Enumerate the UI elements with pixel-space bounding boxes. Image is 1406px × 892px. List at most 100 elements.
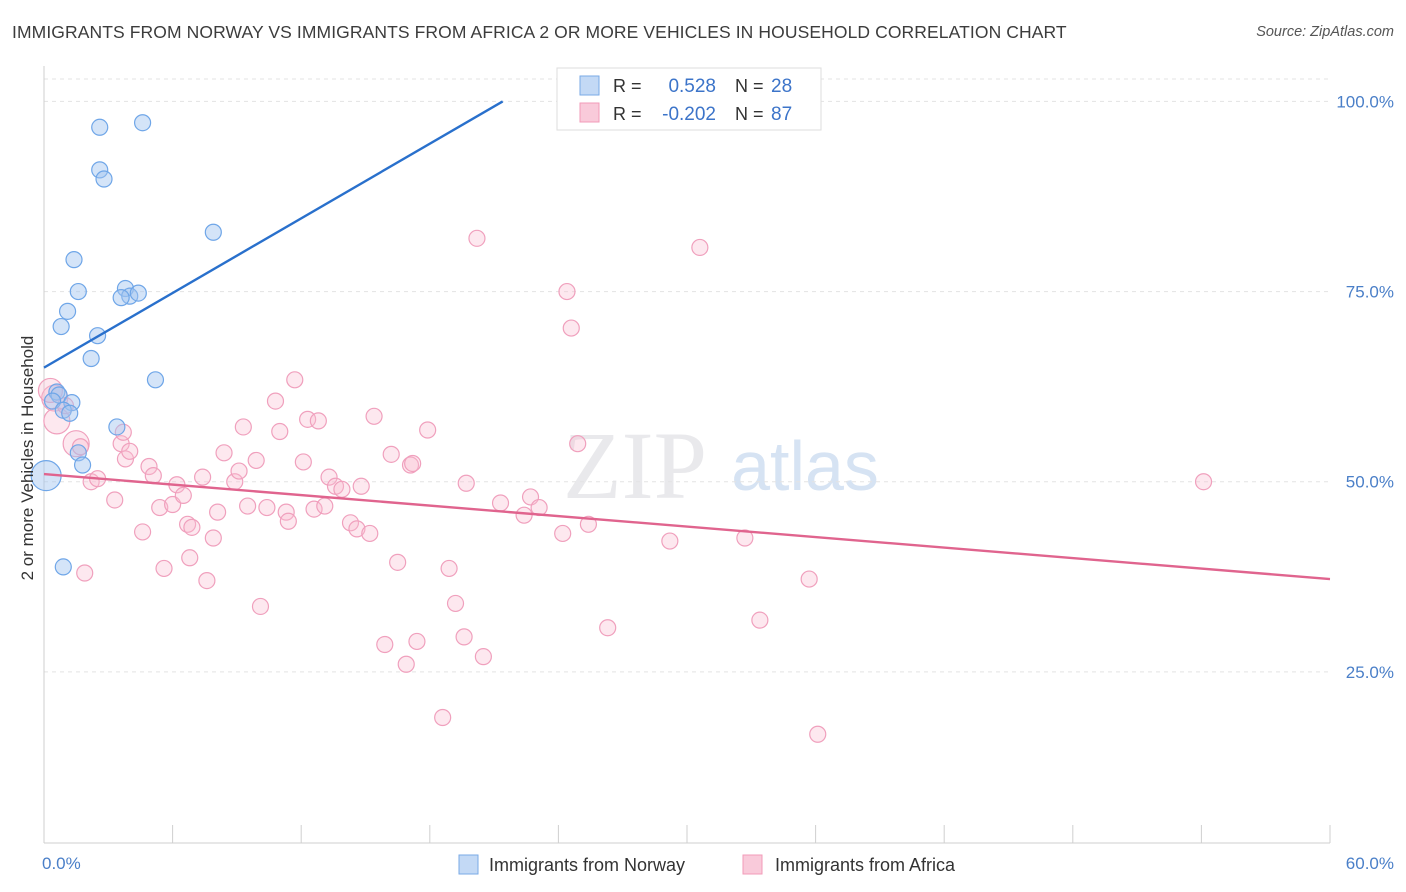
africa-point bbox=[474, 648, 492, 666]
y-axis-label: 2 or more Vehicles in Household bbox=[18, 336, 37, 581]
africa-point bbox=[554, 524, 572, 543]
norway-point bbox=[204, 223, 222, 241]
africa-point bbox=[558, 282, 576, 301]
africa-point bbox=[599, 619, 617, 637]
africa-point bbox=[408, 632, 426, 651]
africa-point bbox=[320, 468, 338, 486]
legend-label-norway: Immigrants from Norway bbox=[489, 855, 685, 875]
africa-point bbox=[209, 503, 227, 521]
norway-point bbox=[82, 349, 100, 368]
africa-point bbox=[434, 708, 452, 727]
legend-swatch-africa bbox=[742, 854, 763, 875]
stats-norway-r-label: R = bbox=[613, 76, 642, 96]
stats-norway-n-label: N = bbox=[735, 76, 764, 96]
trendlines bbox=[43, 100, 1331, 581]
africa-point bbox=[266, 392, 285, 410]
africa-point bbox=[204, 529, 222, 547]
stats-africa-r-value: -0.202 bbox=[662, 104, 716, 125]
africa-point bbox=[809, 725, 827, 743]
stats-africa-r-label: R = bbox=[613, 104, 642, 124]
norway-point bbox=[65, 251, 83, 269]
watermark-atlas: atlas bbox=[731, 427, 879, 505]
norway-trendline bbox=[43, 100, 504, 369]
africa-point bbox=[316, 497, 334, 515]
africa-point bbox=[76, 564, 94, 582]
africa-point bbox=[446, 594, 465, 613]
africa-point bbox=[133, 523, 152, 541]
africa-point bbox=[333, 480, 351, 498]
africa-point bbox=[247, 451, 265, 470]
norway-point bbox=[73, 456, 92, 474]
africa-point bbox=[174, 486, 192, 505]
africa-point bbox=[151, 498, 169, 517]
norway-point bbox=[91, 118, 109, 136]
y-tick-label-25: 25.0% bbox=[1346, 663, 1394, 682]
norway-point bbox=[95, 170, 113, 188]
norway-point bbox=[54, 558, 72, 576]
africa-point bbox=[62, 430, 90, 458]
y-tick-label-50: 50.0% bbox=[1346, 473, 1394, 492]
africa-point bbox=[286, 371, 304, 389]
africa-point bbox=[251, 597, 270, 616]
africa-point bbox=[736, 529, 754, 547]
norway-point bbox=[146, 371, 165, 389]
legend-swatch-norway bbox=[458, 854, 479, 875]
source-credit: Source: ZipAtlas.com bbox=[1256, 24, 1394, 40]
grid-lines bbox=[44, 78, 1330, 673]
stats-swatch-norway bbox=[579, 75, 600, 96]
africa-point bbox=[397, 655, 415, 673]
norway-point bbox=[58, 302, 77, 320]
stats-norway-n-value: 28 bbox=[771, 76, 792, 97]
y-tick-label-75: 75.0% bbox=[1346, 283, 1394, 302]
africa-point bbox=[198, 571, 216, 590]
africa-point bbox=[194, 468, 212, 486]
africa-point bbox=[106, 491, 124, 509]
norway-point bbox=[69, 282, 87, 301]
africa-point bbox=[515, 506, 533, 524]
africa-point bbox=[691, 238, 709, 257]
africa-point bbox=[800, 570, 818, 588]
africa-point bbox=[404, 454, 422, 473]
africa-points bbox=[37, 229, 1213, 743]
africa-point bbox=[279, 512, 297, 530]
africa-point bbox=[457, 474, 475, 492]
africa-point bbox=[352, 477, 370, 495]
africa-point bbox=[419, 421, 437, 439]
africa-point bbox=[183, 518, 201, 536]
africa-point bbox=[271, 422, 289, 441]
africa-point bbox=[144, 467, 162, 485]
africa-point bbox=[121, 442, 139, 460]
africa-point bbox=[562, 319, 580, 337]
africa-point bbox=[389, 553, 407, 571]
norway-point bbox=[48, 383, 66, 401]
africa-point bbox=[365, 407, 383, 425]
x-tick-label-left: 0.0% bbox=[42, 854, 81, 873]
y-tick-labels: 25.0% 50.0% 75.0% 100.0% bbox=[1336, 92, 1394, 681]
africa-point bbox=[348, 520, 366, 538]
africa-point bbox=[751, 611, 769, 629]
norway-points bbox=[30, 92, 610, 576]
africa-point bbox=[440, 559, 458, 578]
africa-point bbox=[468, 229, 486, 247]
watermark-zip: ZIP bbox=[563, 412, 707, 519]
legend-label-africa: Immigrants from Africa bbox=[775, 855, 956, 875]
norway-point bbox=[112, 289, 130, 307]
axes bbox=[43, 66, 1331, 844]
x-tick-label-right: 60.0% bbox=[1346, 854, 1394, 873]
legend: Immigrants from Norway Immigrants from A… bbox=[458, 854, 956, 875]
africa-point bbox=[215, 444, 233, 462]
africa-point bbox=[361, 524, 379, 543]
africa-point bbox=[299, 410, 317, 428]
norway-point bbox=[108, 418, 126, 436]
africa-point bbox=[258, 498, 276, 517]
stats-box: R = 0.528 N = 28 R = -0.202 N = 87 bbox=[556, 67, 822, 131]
norway-point bbox=[133, 114, 152, 132]
africa-point bbox=[661, 532, 679, 550]
africa-point bbox=[569, 435, 587, 453]
africa-point bbox=[140, 457, 158, 476]
africa-point bbox=[181, 549, 199, 567]
africa-point bbox=[341, 514, 360, 532]
africa-point bbox=[155, 559, 173, 578]
norway-point bbox=[52, 317, 70, 336]
